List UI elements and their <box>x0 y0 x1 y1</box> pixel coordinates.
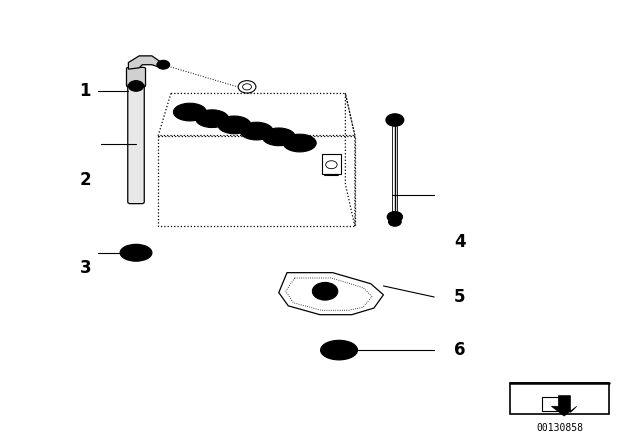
Polygon shape <box>129 56 161 69</box>
Ellipse shape <box>284 134 316 152</box>
FancyBboxPatch shape <box>542 397 562 411</box>
Text: 00130858: 00130858 <box>536 423 583 433</box>
Text: 5: 5 <box>454 288 465 306</box>
Circle shape <box>312 282 338 300</box>
Polygon shape <box>552 396 577 416</box>
Ellipse shape <box>173 103 207 121</box>
Circle shape <box>388 217 401 226</box>
Circle shape <box>157 60 170 69</box>
Text: 6: 6 <box>454 341 465 359</box>
Text: 4: 4 <box>454 233 465 251</box>
Ellipse shape <box>262 128 295 146</box>
Text: 2: 2 <box>79 171 91 189</box>
Ellipse shape <box>196 110 228 128</box>
Ellipse shape <box>218 116 251 134</box>
Circle shape <box>386 114 404 126</box>
FancyBboxPatch shape <box>322 154 341 174</box>
Ellipse shape <box>321 340 357 360</box>
FancyBboxPatch shape <box>128 84 144 204</box>
Text: 1: 1 <box>79 82 91 100</box>
Ellipse shape <box>120 244 152 261</box>
Circle shape <box>129 81 143 91</box>
Polygon shape <box>279 273 383 314</box>
Text: 3: 3 <box>79 259 91 277</box>
Ellipse shape <box>240 122 273 140</box>
Circle shape <box>387 211 403 222</box>
FancyBboxPatch shape <box>127 67 145 87</box>
